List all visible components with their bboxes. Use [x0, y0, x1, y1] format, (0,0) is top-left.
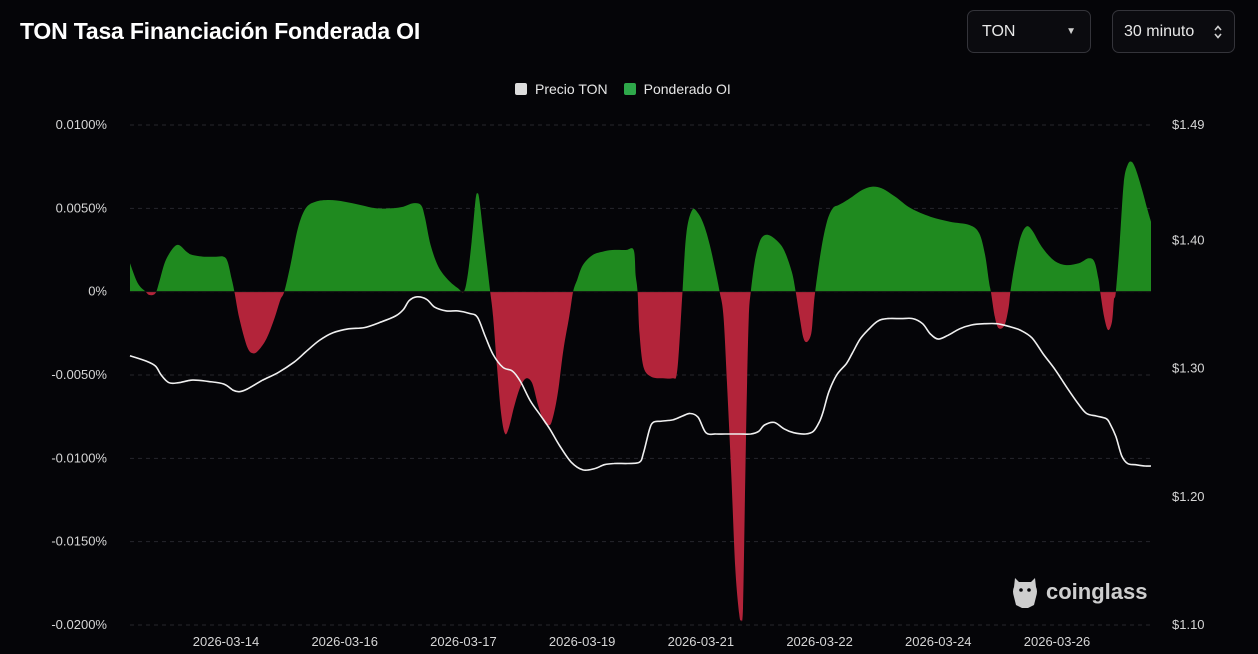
watermark-text: coinglass: [1046, 579, 1148, 604]
legend-label-weighted-oi: Ponderado OI: [643, 81, 731, 97]
interval-select[interactable]: 30 minuto: [1112, 10, 1235, 53]
legend-item-weighted-oi[interactable]: Ponderado OI: [623, 81, 731, 97]
y-right-tick-label: $1.40: [1172, 232, 1205, 247]
y-left-tick-label: -0.0200%: [51, 617, 107, 632]
page-title: TON Tasa Financiación Fonderada OI: [20, 18, 421, 44]
x-tick-label: 2026-03-21: [668, 634, 735, 649]
x-tick-label: 2026-03-19: [549, 634, 616, 649]
caret-down-icon: ▼: [1066, 26, 1076, 37]
up-down-chevron-icon: [1214, 24, 1222, 39]
x-tick-label: 2026-03-24: [905, 634, 972, 649]
legend-item-price[interactable]: Precio TON: [515, 81, 608, 97]
coin-select-value: TON: [982, 22, 1016, 40]
x-tick-label: 2026-03-22: [786, 634, 853, 649]
x-tick-label: 2026-03-14: [193, 634, 260, 649]
x-tick-label: 2026-03-26: [1024, 634, 1091, 649]
x-tick-label: 2026-03-17: [430, 634, 497, 649]
funding-rate-negative-area: [130, 291, 1151, 622]
y-right-tick-label: $1.30: [1172, 361, 1205, 376]
x-tick-label: 2026-03-16: [311, 634, 378, 649]
price-line: [129, 295, 1152, 472]
coinglass-watermark: coinglass: [1010, 575, 1147, 609]
y-right-tick-label: $1.49: [1172, 117, 1205, 132]
y-right-tick-label: $1.20: [1172, 489, 1205, 504]
chart-legend: Precio TON Ponderado OI: [515, 81, 747, 97]
legend-label-price: Precio TON: [535, 81, 608, 97]
legend-swatch-price: [515, 83, 527, 95]
y-left-tick-label: -0.0050%: [51, 367, 107, 382]
y-right-tick-label: $1.10: [1172, 617, 1205, 632]
legend-swatch-weighted-oi: [623, 83, 636, 95]
y-left-tick-label: -0.0100%: [51, 450, 107, 465]
interval-select-value: 30 minuto: [1124, 22, 1195, 40]
coin-select[interactable]: TON ▼: [967, 10, 1091, 53]
y-left-tick-label: 0%: [88, 284, 107, 299]
y-left-tick-label: 0.0100%: [56, 117, 108, 132]
y-left-tick-label: 0.0050%: [56, 200, 108, 215]
funding-rate-positive-area: [130, 161, 1151, 292]
coinglass-logo-icon: [1013, 578, 1037, 608]
y-left-tick-label: -0.0150%: [51, 534, 107, 549]
